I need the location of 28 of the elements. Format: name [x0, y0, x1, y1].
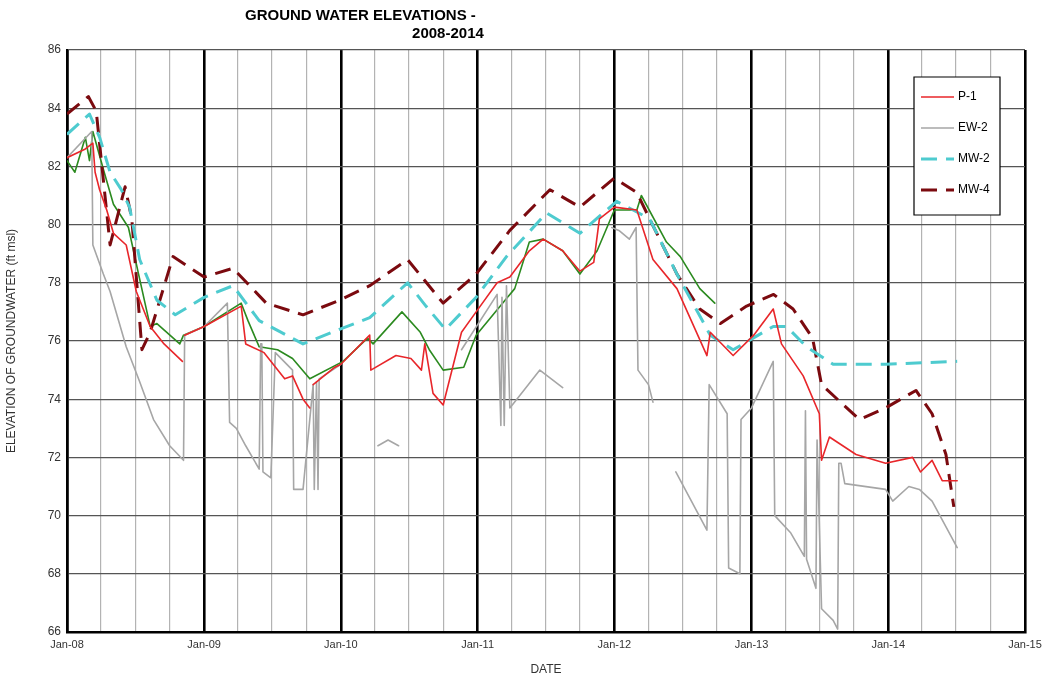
y-tick-label: 80: [47, 216, 62, 231]
x-tick-label: Jan-15: [1008, 637, 1042, 650]
y-tick-label: 76: [47, 333, 62, 348]
x-tick-label: Jan-13: [734, 637, 769, 650]
line-series: [67, 112, 959, 366]
legend-label: MW-4: [958, 182, 991, 197]
x-tick-label: Jan-11: [461, 637, 495, 650]
x-tick-label: Jan-08: [50, 637, 84, 650]
legend-label: EW-2: [958, 120, 989, 135]
y-tick-label: 74: [47, 391, 62, 406]
y-tick-label: 78: [47, 275, 62, 290]
y-tick-label: 82: [47, 158, 62, 173]
chart-title: GROUND WATER ELEVATIONS - 2008-2014: [245, 6, 485, 41]
y-tick-label: 72: [47, 449, 62, 464]
x-tick-label: Jan-10: [324, 637, 358, 650]
y-tick-label: 86: [47, 42, 62, 57]
x-axis-title: DATE: [530, 662, 562, 677]
x-tick-label: Jan-12: [597, 637, 632, 650]
x-tick-label: Jan-14: [871, 637, 906, 650]
legend-label: MW-2: [958, 151, 991, 166]
y-tick-label: 66: [47, 624, 62, 639]
y-tick-label: 84: [47, 100, 62, 115]
y-tick-label: 70: [47, 507, 62, 522]
legend-label: P-1: [958, 89, 977, 104]
x-tick-label: Jan-09: [187, 637, 221, 650]
y-tick-label: 68: [47, 566, 62, 581]
y-axis-title: ELEVATION OF GROUNDWATER (ft msl): [3, 228, 18, 454]
line-series: [67, 95, 956, 509]
